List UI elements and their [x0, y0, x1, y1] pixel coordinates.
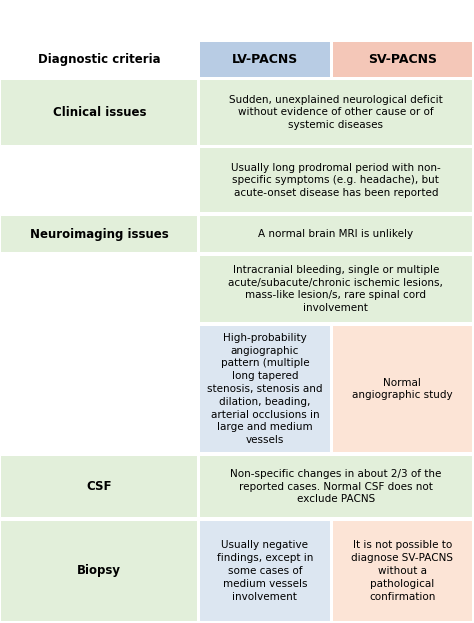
Bar [1, 216, 197, 252]
Bar [1, 456, 197, 517]
Bar [200, 216, 472, 252]
Bar [200, 326, 330, 452]
Bar [200, 148, 472, 212]
Text: It is not possible to
diagnose SV-PACNS
without a
pathological
confirmation: It is not possible to diagnose SV-PACNS … [351, 540, 453, 602]
Bar [333, 326, 472, 452]
Text: Usually negative
findings, except in
some cases of
medium vessels
involvement: Usually negative findings, except in som… [217, 540, 313, 602]
Bar [333, 42, 472, 77]
Text: LV-PACNS: LV-PACNS [232, 53, 298, 66]
Text: SV-PACNS: SV-PACNS [368, 53, 437, 66]
Text: CSF: CSF [87, 480, 112, 493]
Bar [200, 42, 330, 77]
Bar [1, 148, 197, 212]
Text: A normal brain MRI is unlikely: A normal brain MRI is unlikely [258, 229, 413, 239]
Text: Non-specific changes in about 2/3 of the
reported cases. Normal CSF does not
exc: Non-specific changes in about 2/3 of the… [230, 468, 442, 505]
Text: Neuroimaging issues: Neuroimaging issues [30, 228, 169, 240]
Bar [200, 456, 472, 517]
Bar [1, 326, 197, 452]
Bar [1, 80, 197, 145]
Text: High-probability
angiographic
pattern (multiple
long tapered
stenosis, stenosis : High-probability angiographic pattern (m… [207, 333, 323, 445]
Text: Biopsy: Biopsy [77, 564, 121, 578]
Bar [1, 256, 197, 322]
Bar [200, 80, 472, 145]
Bar [1, 42, 197, 77]
Bar [333, 521, 472, 621]
Text: Diagnostic criteria: Diagnostic criteria [38, 53, 161, 66]
Text: Usually long prodromal period with non-
specific symptoms (e.g. headache), but
a: Usually long prodromal period with non- … [231, 163, 441, 198]
Text: Sudden, unexplained neurological deficit
without evidence of other cause or of
s: Sudden, unexplained neurological deficit… [229, 95, 443, 130]
Bar [200, 256, 472, 322]
Bar [1, 521, 197, 621]
Text: Clinical issues: Clinical issues [53, 106, 146, 119]
Bar [200, 521, 330, 621]
Text: Normal
angiographic study: Normal angiographic study [352, 378, 453, 401]
Text: Intracranial bleeding, single or multiple
acute/subacute/chronic ischemic lesion: Intracranial bleeding, single or multipl… [228, 265, 443, 313]
